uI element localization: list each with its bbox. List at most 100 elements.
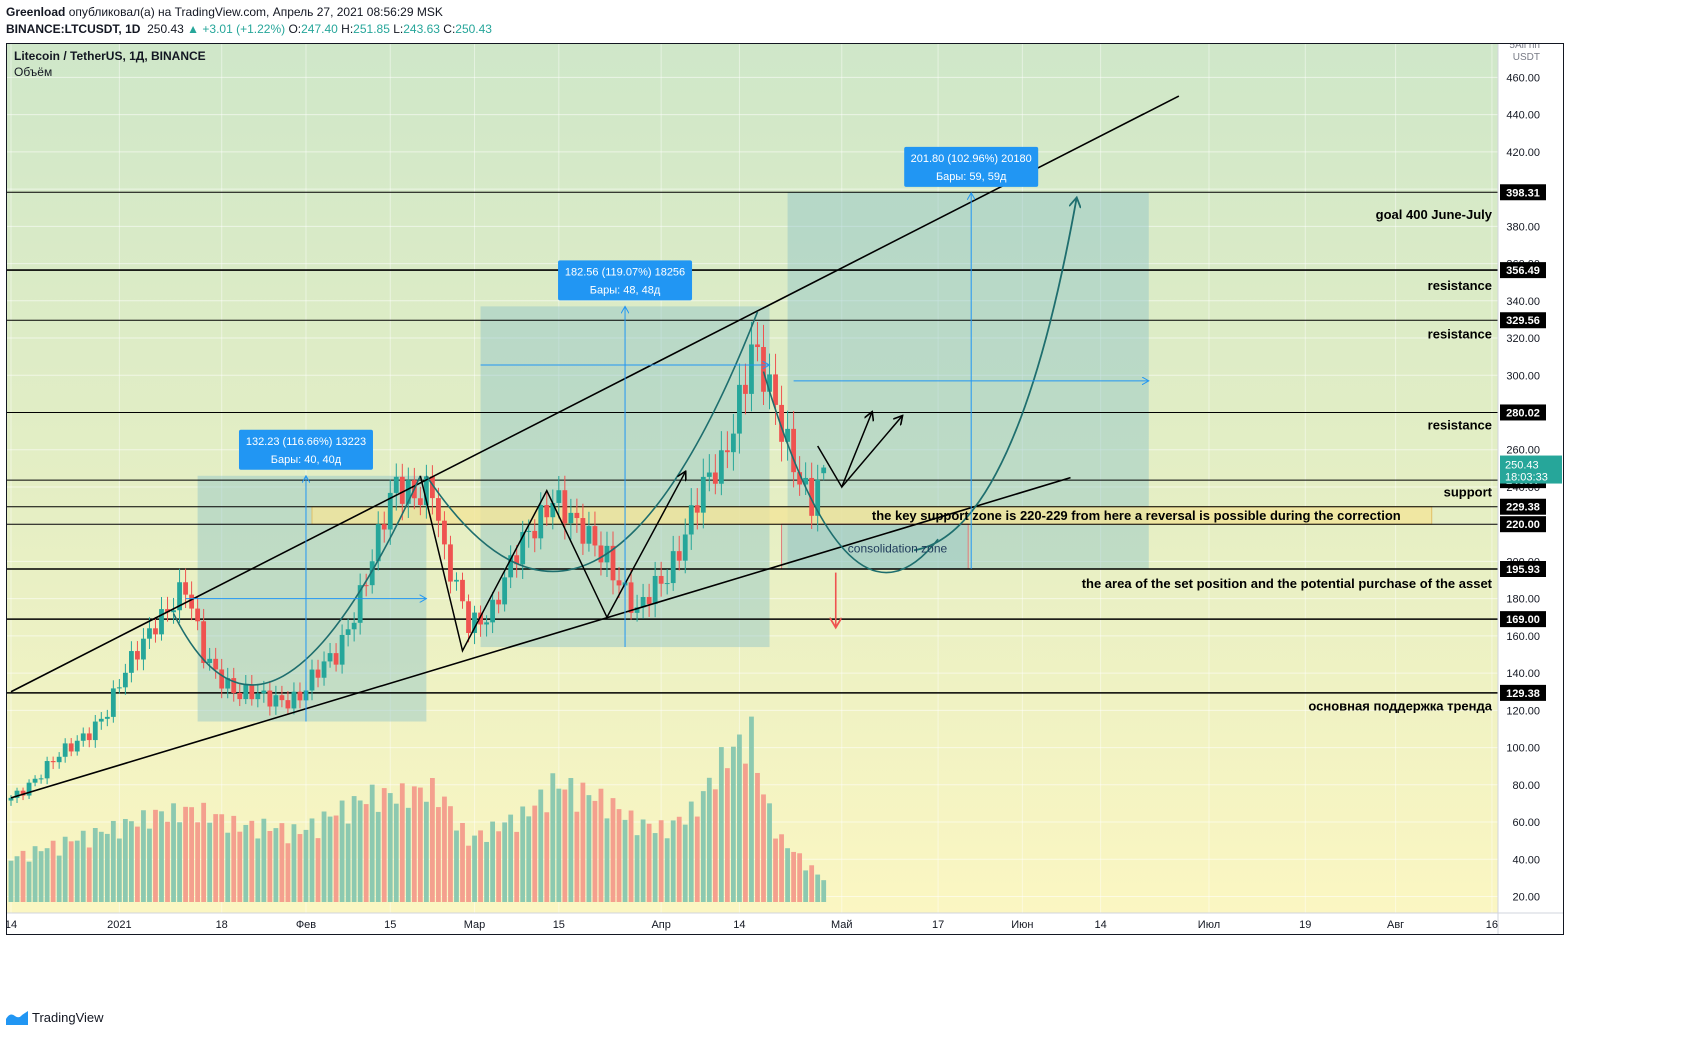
candle-body [574, 512, 580, 519]
level-price-label-box [1500, 516, 1546, 533]
candle-body [14, 790, 20, 798]
candle-body [122, 672, 128, 688]
candle-body [26, 782, 32, 796]
candle-body [50, 761, 56, 763]
candle-body [279, 695, 285, 701]
volume-bar [405, 807, 411, 902]
horizontal-levels [6, 191, 1498, 694]
volume-bar [544, 812, 550, 902]
volume-bar [297, 834, 303, 902]
candle-body [682, 534, 688, 561]
volume-bar [670, 820, 676, 902]
candle-body [249, 684, 255, 700]
candle-body [8, 797, 14, 801]
volume-bar [309, 818, 315, 902]
price-tick-label: 180.00 [1506, 594, 1540, 606]
volume-bar [201, 802, 207, 902]
lower-channel-line [10, 476, 1071, 799]
price-tick-label: 140.00 [1506, 668, 1540, 680]
volume-bar [393, 803, 399, 902]
forecast-zigzag-2 [841, 416, 902, 488]
candle-body [357, 585, 363, 623]
candle-body [646, 596, 652, 605]
candle-body [44, 761, 50, 779]
volume-bar [86, 847, 92, 902]
candle-body [634, 607, 640, 613]
volume-bar [80, 830, 86, 902]
volume-bar [399, 783, 405, 902]
volume-bar [484, 841, 489, 902]
price-tick-label: 260.00 [1506, 445, 1540, 457]
candle-body [484, 622, 489, 625]
measure-bars: Бары: 59, 59д [936, 171, 1007, 183]
candle-body [586, 526, 592, 544]
volume-bar [640, 819, 646, 902]
volume-bar [755, 772, 760, 902]
volume-bar [14, 856, 20, 902]
candle-body [327, 653, 333, 662]
level-price-label: 329.56 [1506, 315, 1540, 327]
low-label: L: [393, 22, 404, 36]
volume-bar [129, 821, 134, 902]
level-price-label-box [1500, 684, 1546, 701]
volume-bar [411, 786, 417, 902]
volume-bar [628, 810, 634, 902]
volume-bar [460, 822, 465, 902]
volume-bar [369, 784, 375, 902]
candle-body [80, 733, 86, 741]
author-name[interactable]: Greenload [6, 5, 66, 19]
volume-bar [478, 830, 483, 902]
volume-bar [785, 848, 790, 902]
candle-body [213, 658, 219, 670]
candle-body [56, 756, 62, 763]
volume-bar [381, 788, 387, 902]
candle-body [86, 733, 92, 741]
volume-bar [538, 789, 544, 902]
candle-body [315, 669, 321, 678]
volume-bar [442, 796, 447, 902]
candle-body [712, 472, 718, 484]
volume-bar [454, 830, 459, 902]
level-price-label: 220.00 [1506, 519, 1540, 531]
candle-body [718, 450, 724, 484]
measure-value: 132.23 (116.66%) 13223 [246, 436, 366, 448]
candle-body [104, 716, 110, 719]
time-axis[interactable] [6, 913, 1498, 935]
volume-bar [141, 810, 146, 902]
time-tick-label: 19 [1299, 919, 1311, 931]
candle-body [628, 582, 634, 613]
publisher-line: Greenload опубликовал(а) на TradingView.… [6, 5, 443, 19]
price-chart[interactable]: 132.23 (116.66%) 13223 Бары: 40, 40д 182.5… [6, 43, 1564, 935]
measure-label-box [904, 146, 1039, 187]
price-labels: 398.31356.49329.56280.02243.67229.38220.… [1500, 184, 1562, 701]
volume-bar [135, 826, 140, 902]
volume-bar [634, 835, 640, 902]
volume-bar [496, 831, 502, 902]
candle-body [297, 691, 303, 701]
candle-body [369, 561, 375, 586]
axis-unit-prefix: 5All nn [1509, 43, 1540, 51]
candle-body [399, 476, 405, 504]
cup-curve-1 [172, 475, 422, 686]
volume-bar [38, 851, 44, 902]
volume-bar [502, 822, 508, 902]
candle-body [321, 661, 327, 678]
candle-body [749, 344, 754, 394]
candle-body [74, 740, 80, 752]
volume-bar [712, 789, 718, 902]
volume-bar [26, 861, 32, 902]
brand-name[interactable]: TradingView [32, 1010, 104, 1025]
price-tick-label: 380.00 [1506, 221, 1540, 233]
annotation-text: goal 400 June-July [1376, 207, 1493, 222]
volume-bar [189, 807, 194, 902]
candle-body [436, 498, 441, 521]
volume-bar [110, 820, 116, 902]
volume-bar [773, 838, 778, 902]
candle-body [448, 544, 453, 582]
volume-bar [213, 814, 219, 902]
volume-bar [767, 803, 772, 902]
candle-body [430, 476, 435, 499]
volume-bar [791, 851, 796, 902]
candle-body [598, 545, 604, 563]
candle-body [333, 653, 339, 665]
